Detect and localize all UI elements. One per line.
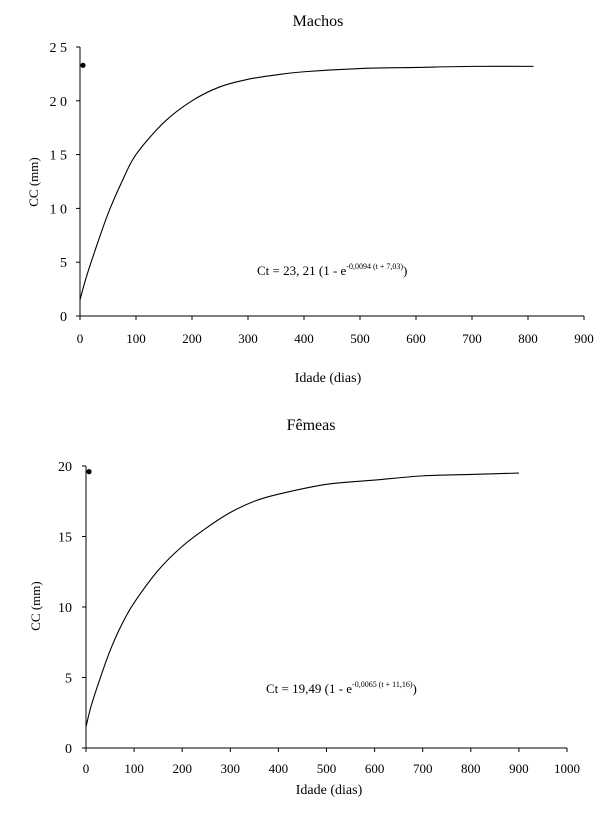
x-tick-label: 700: [462, 331, 482, 346]
x-tick-label: 0: [83, 761, 90, 776]
y-tick-label: 0: [65, 742, 72, 757]
asymptote-point: [86, 469, 92, 475]
y-ticks: 0 5 10 15 20: [58, 460, 86, 757]
x-tick-label: 200: [182, 331, 202, 346]
y-tick-label: 0: [60, 310, 67, 325]
x-tick-label: 1000: [554, 761, 580, 776]
y-axis-label: CC (mm): [26, 157, 41, 206]
x-ticks: 0 100 200 300 400 500 600 700 800 900 1000: [83, 748, 580, 776]
x-axis-label: Idade (dias): [295, 371, 362, 386]
x-tick-label: 300: [221, 761, 241, 776]
y-tick-label: 2 5: [50, 41, 68, 56]
x-tick-label: 0: [77, 331, 84, 346]
chart-machos: Machos CC (mm) Idade (dias) 0 100 200 300 40…: [26, 13, 594, 386]
x-tick-label: 500: [350, 331, 370, 346]
y-tick-label: 2 0: [50, 95, 68, 110]
asymptote-point: [80, 62, 86, 68]
x-tick-label: 900: [574, 331, 594, 346]
y-tick-label: 5: [65, 672, 72, 687]
y-tick-label: 10: [58, 601, 72, 616]
x-tick-label: 100: [126, 331, 146, 346]
growth-curve: [85, 472, 519, 727]
x-axis-label: Idade (dias): [296, 783, 363, 798]
equation: Ct = 23, 21 (1 - e-0,0094 (t + 7,03)): [257, 262, 407, 278]
x-tick-label: 200: [172, 761, 192, 776]
y-axis-label: CC (mm): [28, 581, 43, 630]
y-ticks: 0 5 1 0 1 5 2 0 2 5: [50, 41, 80, 325]
x-tick-label: 400: [269, 761, 289, 776]
y-tick-label: 1 0: [50, 202, 68, 217]
x-tick-label: 300: [238, 331, 258, 346]
x-tick-label: 500: [317, 761, 337, 776]
equation: Ct = 19,49 (1 - e-0,0065 (t + 11,16)): [266, 680, 417, 696]
x-ticks: 0 100 200 300 400 500 600 700 800 900: [77, 316, 594, 346]
x-tick-label: 800: [461, 761, 481, 776]
y-tick-label: 5: [60, 256, 67, 271]
chart-title: Machos: [293, 13, 344, 30]
x-tick-label: 400: [294, 331, 314, 346]
x-tick-label: 700: [413, 761, 433, 776]
y-tick-label: 20: [58, 460, 72, 475]
x-tick-label: 600: [406, 331, 426, 346]
chart-title: Fêmeas: [287, 417, 336, 434]
y-tick-label: 15: [58, 531, 72, 546]
chart-femeas: Fêmeas CC (mm) Idade (dias) 0 100 200 300 40…: [28, 417, 580, 798]
x-tick-label: 600: [365, 761, 385, 776]
y-tick-label: 1 5: [50, 149, 68, 164]
growth-curve: [79, 65, 534, 301]
x-tick-label: 100: [124, 761, 144, 776]
x-tick-label: 800: [518, 331, 538, 346]
x-tick-label: 900: [509, 761, 529, 776]
